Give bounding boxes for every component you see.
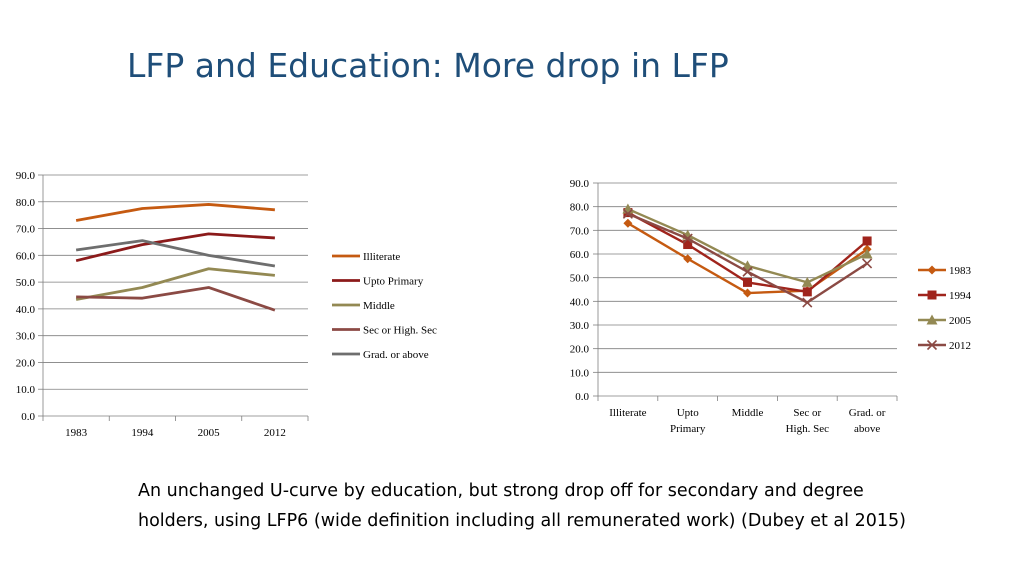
right-x-tick-label: High. Sec [786,423,830,435]
left-legend-label: Grad. or above [363,349,429,361]
left-y-tick-label: 80.0 [16,197,36,209]
right-legend-marker [927,265,937,275]
left-legend-label: Sec or High. Sec [363,325,437,337]
left-series-sec-or-high-sec [76,286,276,312]
right-legend-label: 1983 [949,265,972,277]
right-data-point [862,258,873,269]
right-y-tick-label: 80.0 [570,202,590,214]
right-y-tick-label: 50.0 [570,273,590,285]
right-series-2012 [622,208,873,308]
left-series-line [75,267,276,301]
right-data-point-stroke-b [742,266,753,277]
left-series-line [75,239,276,268]
right-legend-label: 2005 [949,315,972,327]
left-series-illiterate [75,203,275,222]
left-x-tick-label: 1994 [131,427,154,439]
right-data-point [862,236,872,246]
left-y-tick-label: 0.0 [21,411,35,423]
left-series-line [76,286,276,312]
right-y-tick-label: 20.0 [570,344,590,356]
right-y-tick-label: 30.0 [570,320,590,332]
left-y-tick-label: 10.0 [16,384,36,396]
right-x-tick-label: Upto [677,407,700,419]
right-x-tick-label: Illiterate [609,407,646,419]
right-data-point [802,297,813,308]
right-x-tick-label: Sec or [793,407,821,419]
right-data-point [683,254,693,264]
right-data-point-stroke-b [682,233,693,244]
left-y-tick-label: 50.0 [16,277,36,289]
left-y-tick-label: 40.0 [16,304,36,316]
right-data-point [861,248,873,259]
right-legend-marker [927,290,937,300]
left-series-upto-primary [75,232,275,263]
slide-caption: An unchanged U-curve by education, but s… [138,481,906,531]
right-data-point [623,218,633,228]
left-legend-label: Illiterate [363,251,400,263]
left-x-tick-label: 2005 [198,427,221,439]
right-legend-marker [926,339,938,351]
right-x-tick-label: Primary [670,423,706,435]
left-series-line [75,232,275,263]
right-data-point [683,240,693,250]
left-legend-label: Middle [363,300,395,312]
right-y-tick-label: 40.0 [570,296,590,308]
right-y-tick-label: 70.0 [570,225,590,237]
left-series-middle [75,267,276,301]
left-series-line [75,203,275,222]
left-y-tick-label: 90.0 [16,170,36,182]
right-data-point [801,276,813,287]
right-data-point [742,260,753,271]
left-x-tick-label: 1983 [65,427,88,439]
right-y-tick-label: 10.0 [570,367,590,379]
right-data-point-stroke-b [622,208,633,219]
right-data-point [743,277,752,287]
right-x-tick-label: Grad. or [849,407,886,419]
right-legend-label: 2012 [949,340,971,352]
right-legend-marker-stroke-b [926,339,938,351]
right-data-point-stroke-b [862,258,873,269]
left-y-tick-label: 20.0 [16,357,36,369]
right-data-point [742,266,753,277]
right-data-point-stroke-b [802,297,813,308]
right-series-1994 [623,208,872,297]
slide-title: LFP and Education: More drop in LFP [127,46,729,85]
right-data-point [743,288,752,298]
right-data-point [622,208,633,219]
right-legend-label: 1994 [949,290,972,302]
right-series-2005 [622,203,873,287]
right-legend-marker [926,314,938,325]
right-y-tick-label: 0.0 [575,391,589,403]
left-legend-label: Upto Primary [363,276,424,288]
right-x-tick-label: above [854,423,880,435]
left-y-tick-label: 70.0 [16,224,36,236]
right-x-tick-label: Middle [732,407,764,419]
left-x-tick-label: 2012 [264,427,286,439]
left-series-grad-or-above [75,239,276,268]
right-y-tick-label: 90.0 [570,178,590,190]
right-y-tick-label: 60.0 [570,249,590,261]
left-y-tick-label: 60.0 [16,250,36,262]
right-data-point [802,287,812,297]
left-y-tick-label: 30.0 [16,331,36,343]
right-data-point [682,233,693,244]
